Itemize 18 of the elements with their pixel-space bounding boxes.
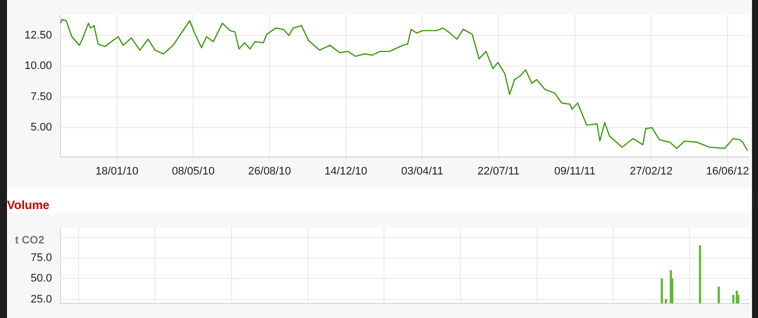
y-axis-title: t CO2	[15, 234, 44, 247]
chart-title: Volume	[7, 198, 50, 212]
y-tick-label: 10.00	[24, 60, 52, 72]
y-tick-label: 5.00	[30, 122, 52, 134]
x-tick-label: 26/08/10	[248, 166, 291, 178]
y-tick-label: 50.0	[30, 272, 52, 285]
x-tick-label: 22/07/11	[478, 166, 520, 178]
x-tick-label: 16/06/12	[706, 166, 749, 178]
y-tick-label: 75.0	[30, 252, 52, 264]
x-tick-label: 14/12/10	[324, 166, 368, 178]
y-tick-label: 7.50	[30, 90, 52, 103]
x-tick-label: 03/04/11	[401, 166, 444, 178]
x-tick-label: 27/02/12	[630, 166, 673, 178]
x-tick-label: 18/01/10	[95, 166, 138, 178]
y-tick-label: 25.0	[30, 293, 52, 306]
x-tick-label: 08/05/10	[172, 166, 215, 178]
x-tick-label: 09/11/11	[554, 166, 596, 178]
y-tick-label: 12.50	[24, 30, 52, 42]
